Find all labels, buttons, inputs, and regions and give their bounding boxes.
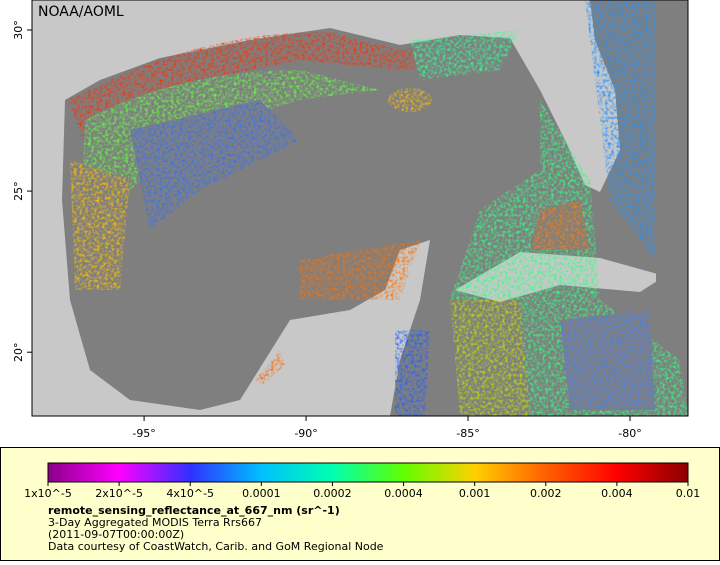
x-tick-label: -80°: [618, 427, 641, 440]
colorbar-tick-label: 0.0002: [313, 487, 352, 500]
colorbar-tick-label: 0.01: [676, 487, 701, 500]
x-tick-label: -90°: [294, 427, 317, 440]
data-field: [68, 0, 688, 416]
variable-name: remote_sensing_reflectance_at_667_nm (sr…: [48, 504, 340, 517]
map-area: [32, 0, 688, 416]
colorbar-tick-label: 0.004: [601, 487, 633, 500]
y-tick-label: 25°: [12, 181, 25, 201]
watermark: NOAA/AOML: [38, 4, 124, 20]
colorbar-tick-label: 1x10^-5: [24, 487, 72, 500]
colorbar-tick-label: 0.0004: [384, 487, 423, 500]
colorbar-tick-label: 0.0001: [242, 487, 281, 500]
colorbar-tick-label: 0.001: [459, 487, 491, 500]
colorbar-tick-label: 4x10^-5: [166, 487, 214, 500]
time: (2011-09-07T00:00:00Z): [48, 528, 184, 541]
credit: Data courtesy of CoastWatch, Carib. and …: [48, 540, 384, 553]
colorbar-tick-label: 2x10^-5: [95, 487, 143, 500]
map-frame: [31, 0, 689, 417]
x-tick-label: -85°: [456, 427, 479, 440]
description: 3-Day Aggregated MODIS Terra Rrs667: [48, 516, 262, 529]
y-tick-label: 20°: [12, 342, 25, 362]
colorbar-tick-label: 0.002: [530, 487, 562, 500]
x-tick-label: -95°: [132, 427, 155, 440]
colorbar: [47, 462, 689, 483]
y-tick-label: 30°: [12, 20, 25, 40]
